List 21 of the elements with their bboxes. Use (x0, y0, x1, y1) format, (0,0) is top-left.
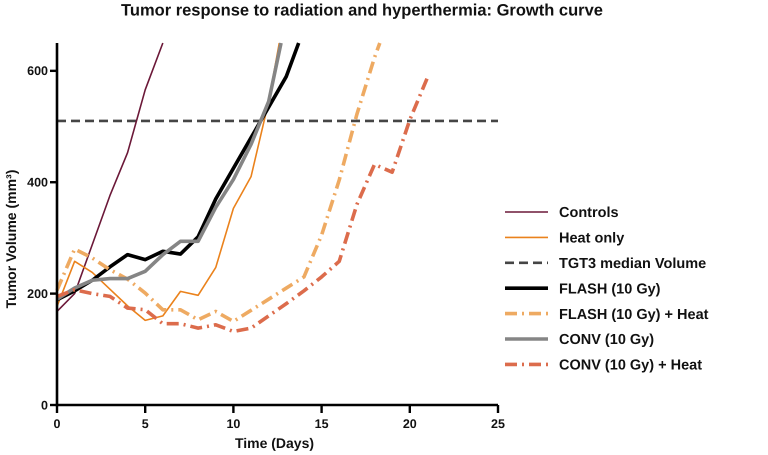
y-tick-label: 400 (27, 176, 48, 190)
x-tick-label: 5 (142, 417, 149, 431)
y-tick-label: 0 (41, 398, 48, 412)
y-tick-label: 600 (27, 64, 48, 78)
y-axis-title: Tumor Volume (mm³) (3, 170, 19, 308)
x-tick-label: 10 (226, 417, 240, 431)
legend-label: FLASH (10 Gy) + Heat (559, 306, 709, 323)
chart-title: Tumor response to radiation and hyperthermia: Growth curve (121, 2, 603, 20)
line-series (56, 42, 164, 312)
x-tick-label: 0 (54, 417, 61, 431)
legend-label: FLASH (10 Gy) (559, 281, 661, 298)
x-tick-label: 15 (314, 417, 329, 431)
x-tick-label: 20 (402, 417, 417, 431)
x-tick-label: 25 (491, 417, 505, 431)
x-axis-title: Time (Days) (234, 435, 314, 451)
legend-label: Controls (559, 205, 619, 222)
y-tick-label: 200 (27, 286, 48, 301)
legend-label: CONV (10 Gy) + Heat (559, 358, 702, 374)
legend-label: TGT3 median Volume (559, 256, 706, 272)
legend-label: Heat only (559, 230, 624, 247)
legend-label: CONV (10 Gy) (559, 332, 654, 348)
